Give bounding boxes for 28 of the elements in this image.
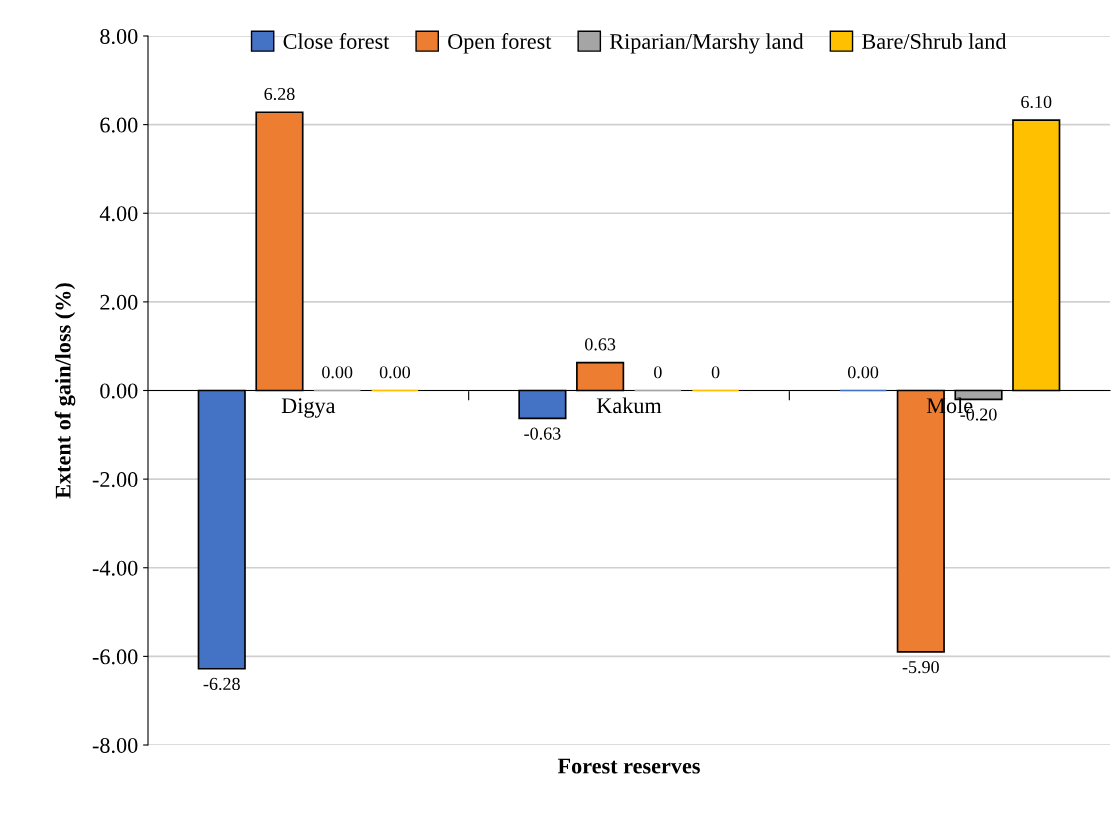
legend-label: Riparian/Marshy land <box>609 33 804 54</box>
data-label: -0.63 <box>524 427 561 440</box>
data-label: 0 <box>654 366 662 379</box>
data-label: 6.28 <box>264 87 295 101</box>
y-tick-label: 8.00 <box>100 28 138 45</box>
y-axis-title: Extent of gain/loss (%) <box>54 283 76 499</box>
data-label: 0.00 <box>847 366 879 379</box>
data-label: -6.28 <box>203 677 240 691</box>
y-tick-label: -4.00 <box>92 560 138 576</box>
x-axis-title: Forest reserves <box>557 758 700 774</box>
data-label: -5.90 <box>902 660 939 674</box>
data-label: 0.00 <box>379 366 411 379</box>
y-tick-label: 6.00 <box>100 117 138 133</box>
data-label: 0 <box>711 366 720 379</box>
y-tick-label: -6.00 <box>92 649 138 665</box>
legend-label: Open forest <box>448 33 552 54</box>
legend-label: Close forest <box>283 33 390 49</box>
y-tick-label: 4.00 <box>99 206 138 222</box>
y-tick-label: -8.00 <box>92 737 138 754</box>
x-tick-label: Digya <box>281 398 336 418</box>
x-tick-label: Kakum <box>596 397 662 414</box>
y-tick-label: 0.00 <box>100 383 138 399</box>
data-label: 6.10 <box>1021 95 1052 109</box>
y-tick-label: -2.00 <box>92 472 138 488</box>
y-tick-label: 2.00 <box>100 294 138 310</box>
legend-label: Bare/Shrub land <box>862 33 1007 49</box>
data-label: 0.00 <box>322 366 353 379</box>
data-label: 0.63 <box>585 338 616 351</box>
